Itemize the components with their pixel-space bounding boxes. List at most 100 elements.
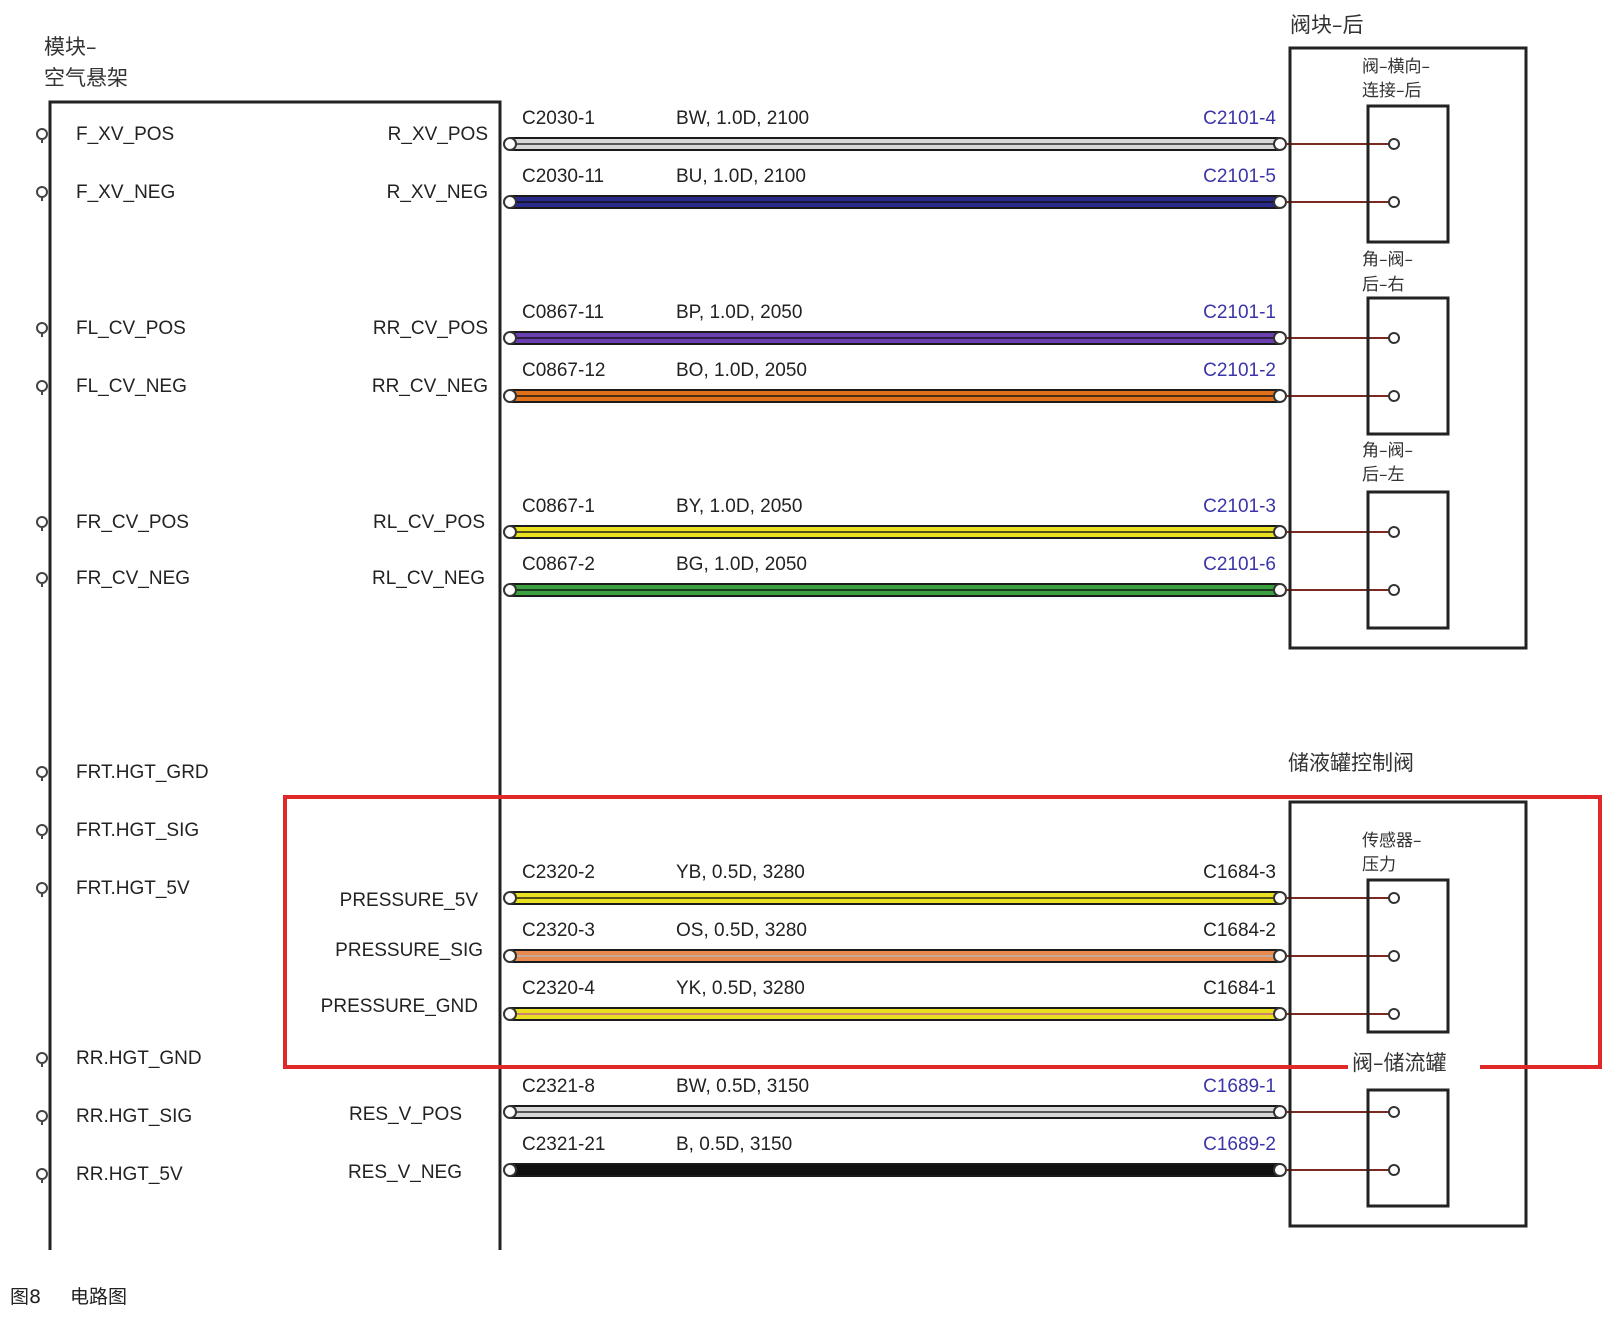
pressure-sensor-label-2: 压力	[1362, 855, 1396, 875]
wire-from-connector: C0867-2	[522, 554, 595, 575]
left-pin-label: RR.HGT_SIG	[76, 1106, 192, 1127]
wire-end-terminal	[1273, 1105, 1287, 1119]
corner-valve-rl-label-1: 角–阀–	[1362, 441, 1413, 461]
wire-to-connector: C2101-6	[1203, 554, 1276, 575]
component-pin	[1388, 390, 1400, 402]
wire-end-terminal	[1273, 331, 1287, 345]
wire-to-connector: C1689-2	[1203, 1134, 1276, 1155]
wire-to-connector: C2101-5	[1203, 166, 1276, 187]
wire-start-terminal	[503, 525, 517, 539]
left-pin-label: F_XV_POS	[76, 124, 174, 145]
wire-end-terminal	[1273, 525, 1287, 539]
component-pin	[1388, 138, 1400, 150]
figure-number: 图8	[10, 1286, 41, 1308]
left-pin-terminal	[36, 1168, 48, 1180]
module-box	[48, 100, 502, 1250]
right-pin-label: PRESSURE_GND	[321, 996, 478, 1017]
right-pin-label: RR_CV_NEG	[372, 376, 488, 397]
wire-stripe	[510, 589, 1280, 591]
module-title-line2: 空气悬架	[44, 66, 128, 90]
wire-end-terminal	[1273, 389, 1287, 403]
wire-end-terminal	[1273, 891, 1287, 905]
wire-spec: B, 0.5D, 3150	[676, 1134, 792, 1155]
wire-stripe	[510, 395, 1280, 397]
component-pin	[1388, 332, 1400, 344]
right-pin-label: RL_CV_NEG	[372, 568, 485, 589]
wire-to-connector: C2101-4	[1203, 108, 1276, 129]
reservoir-valve-label: 阀–储流罐	[1352, 1051, 1447, 1075]
figure-caption: 电路图	[70, 1286, 127, 1308]
wire-start-terminal	[503, 195, 517, 209]
wire-start-terminal	[503, 891, 517, 905]
right-pin-label: RR_CV_POS	[373, 318, 488, 339]
right-pin-label: PRESSURE_5V	[340, 890, 479, 911]
wire-to-connector: C1684-3	[1203, 862, 1276, 883]
valve-block-box	[1288, 46, 1528, 650]
reservoir-valve-box	[1366, 1088, 1450, 1208]
pressure-sensor-box	[1366, 878, 1450, 1034]
component-pin	[1388, 1164, 1400, 1176]
left-pin-terminal	[36, 572, 48, 584]
wire-end-terminal	[1273, 1163, 1287, 1177]
wire-spec: BW, 1.0D, 2100	[676, 108, 809, 129]
left-pin-terminal	[36, 380, 48, 392]
wire-from-connector: C2030-1	[522, 108, 595, 129]
component-pin	[1388, 584, 1400, 596]
left-pin-label: FR_CV_POS	[76, 512, 189, 533]
wire-to-connector: C2101-3	[1203, 496, 1276, 517]
left-pin-label: FRT.HGT_SIG	[76, 820, 199, 841]
left-pin-terminal	[36, 882, 48, 894]
wire-start-terminal	[503, 137, 517, 151]
component-pin	[1388, 526, 1400, 538]
wire-from-connector: C0867-12	[522, 360, 605, 381]
corner-valve-rl-label-2: 后–左	[1362, 465, 1405, 485]
wire-end-terminal	[1273, 1007, 1287, 1021]
wire-to-connector: C1684-1	[1203, 978, 1276, 999]
left-pin-terminal	[36, 1052, 48, 1064]
right-pin-label: RES_V_NEG	[348, 1162, 462, 1183]
wire-stripe	[510, 143, 1280, 145]
corner-valve-rr-label-1: 角–阀–	[1362, 250, 1413, 270]
wire-to-connector: C2101-2	[1203, 360, 1276, 381]
wire-start-terminal	[503, 949, 517, 963]
right-pin-group: R_XV_POS R_XV_NEG RR_CV_POS RR_CV_NEG RL_CV_…	[321, 124, 488, 1183]
component-pin	[1388, 1008, 1400, 1020]
wire-start-terminal	[503, 1007, 517, 1021]
wire-stripe	[510, 1169, 1280, 1171]
left-pin-terminal	[36, 322, 48, 334]
component-pin	[1388, 892, 1400, 904]
wire-stripe	[510, 897, 1280, 899]
wire-from-connector: C2320-4	[522, 978, 595, 999]
wire-stripe	[510, 201, 1280, 203]
wire-start-terminal	[503, 1105, 517, 1119]
wire-start-terminal	[503, 583, 517, 597]
left-pin-label: FRT.HGT_5V	[76, 878, 190, 899]
right-pin-label: R_XV_POS	[388, 124, 488, 145]
wire-to-connector: C1684-2	[1203, 920, 1276, 941]
component-pin	[1388, 196, 1400, 208]
valve-lateral-box	[1366, 104, 1450, 244]
wire-spec: BO, 1.0D, 2050	[676, 360, 807, 381]
wire-from-connector: C2320-2	[522, 862, 595, 883]
valve-lateral-label-1: 阀–横向–	[1362, 57, 1430, 77]
left-pin-terminal	[36, 766, 48, 778]
wire-start-terminal	[503, 331, 517, 345]
left-pin-terminal	[36, 186, 48, 198]
wire-spec: BP, 1.0D, 2050	[676, 302, 802, 323]
reservoir-block-title: 储液罐控制阀	[1288, 751, 1414, 775]
reservoir-block-box	[1288, 800, 1528, 1228]
left-pin-terminal	[36, 128, 48, 140]
wire-start-terminal	[503, 1163, 517, 1177]
wire-to-connector: C2101-1	[1203, 302, 1276, 323]
wire-end-terminal	[1273, 195, 1287, 209]
left-pin-label: FRT.HGT_GRD	[76, 762, 209, 783]
wire-spec: YB, 0.5D, 3280	[676, 862, 805, 883]
wire-spec: BG, 1.0D, 2050	[676, 554, 807, 575]
left-pin-label: RR.HGT_5V	[76, 1164, 183, 1185]
wire-spec: BY, 1.0D, 2050	[676, 496, 802, 517]
wire-spec: BU, 1.0D, 2100	[676, 166, 806, 187]
valve-label-bg	[1348, 1046, 1480, 1080]
wire-end-terminal	[1273, 949, 1287, 963]
wire-from-connector: C0867-1	[522, 496, 595, 517]
wire-spec: OS, 0.5D, 3280	[676, 920, 807, 941]
